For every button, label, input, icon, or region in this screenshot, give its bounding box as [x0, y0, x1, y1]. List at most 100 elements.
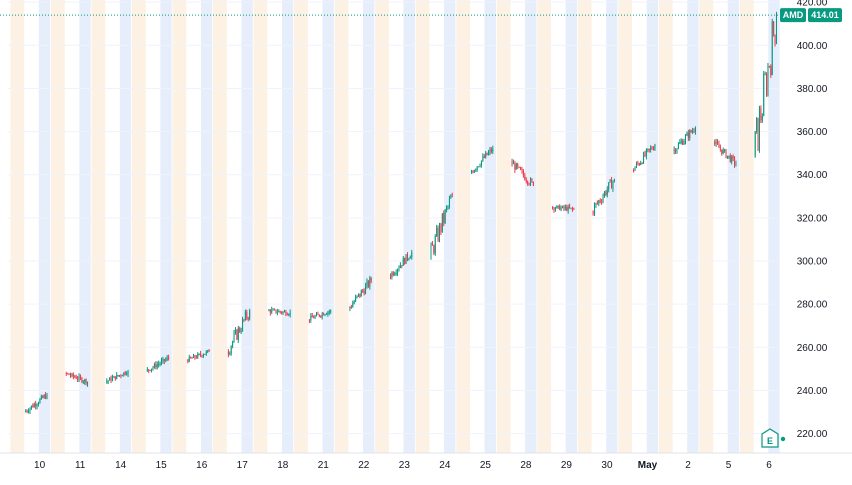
- candle-body: [237, 327, 239, 340]
- candle-body: [311, 316, 313, 318]
- candle-body: [236, 329, 238, 340]
- premarket-band: [50, 0, 65, 453]
- candle-body: [638, 163, 640, 165]
- candle-body: [353, 301, 355, 304]
- candle-body: [370, 278, 372, 281]
- candle-body: [451, 196, 453, 198]
- candle-body: [634, 167, 636, 171]
- candle-body: [732, 156, 734, 159]
- candle-body: [725, 149, 727, 158]
- candle-body: [408, 258, 410, 260]
- candle-body: [602, 196, 604, 202]
- candle-body: [689, 130, 691, 138]
- candle-body: [529, 179, 531, 185]
- candle-body: [269, 310, 271, 313]
- candle-body: [84, 379, 86, 382]
- candle-body: [46, 394, 48, 399]
- candle-body: [190, 357, 192, 359]
- date-tick-label: 15: [156, 460, 168, 471]
- candle-body: [29, 408, 31, 412]
- candle-body: [126, 373, 128, 375]
- postmarket-band: [38, 0, 51, 453]
- candle-body: [440, 223, 442, 232]
- candle-body: [229, 353, 231, 355]
- grid-lines: [8, 1, 778, 435]
- postmarket-band: [160, 0, 172, 453]
- candle-body: [569, 206, 571, 209]
- candle-body: [45, 395, 47, 399]
- candle-body: [562, 206, 564, 208]
- candle-body: [279, 311, 281, 313]
- candle-body: [356, 295, 358, 297]
- date-tick-label: 17: [237, 460, 249, 471]
- candle-body: [398, 267, 400, 270]
- date-tick-label: 16: [196, 460, 208, 471]
- candle-body: [757, 117, 759, 151]
- candle-body: [42, 396, 44, 398]
- premarket-band: [334, 0, 349, 453]
- earnings-flag-icon[interactable]: E: [761, 428, 786, 448]
- candle-body: [479, 165, 481, 167]
- candle-body: [532, 181, 534, 186]
- candle-body: [599, 200, 601, 202]
- date-tick-label: 11: [75, 460, 86, 471]
- postmarket-band: [322, 0, 334, 453]
- price-tick-label: 400.00: [797, 41, 828, 52]
- candle-body: [191, 357, 193, 359]
- candle-body: [567, 206, 569, 211]
- postmarket-band: [444, 0, 456, 453]
- candle-body: [113, 376, 115, 378]
- candle-body: [517, 163, 519, 167]
- candle-body: [637, 163, 639, 165]
- candle-body: [208, 350, 210, 352]
- candle-body: [33, 404, 35, 408]
- candle-body: [355, 296, 357, 302]
- candle-body: [289, 312, 291, 315]
- price-badge-bg: [808, 8, 842, 23]
- candle-body: [72, 373, 74, 377]
- candle-body: [563, 206, 565, 209]
- candle-body: [120, 375, 122, 377]
- candle-body: [679, 142, 681, 144]
- date-tick-label: 5: [726, 460, 732, 471]
- candle-body: [770, 66, 772, 76]
- candle-body: [436, 227, 438, 237]
- candle-body: [640, 162, 642, 165]
- candle-body: [324, 314, 326, 316]
- candle-body: [476, 166, 478, 170]
- candle-body: [25, 410, 27, 413]
- candle-body: [447, 206, 449, 208]
- candle-body: [70, 375, 72, 377]
- candle-body: [330, 310, 332, 312]
- candle-body: [514, 163, 516, 170]
- candle-body: [443, 213, 445, 223]
- candle-body: [482, 156, 484, 161]
- candle-body: [156, 364, 158, 368]
- candle-body: [77, 378, 79, 380]
- candle-body: [127, 371, 129, 374]
- candle-body: [349, 307, 351, 309]
- candle-body: [773, 21, 775, 35]
- candle-body: [531, 179, 533, 182]
- candle-body: [685, 135, 687, 142]
- candle-body: [310, 316, 312, 321]
- postmarket-band: [727, 0, 740, 453]
- candle-body: [197, 354, 199, 358]
- date-tick-label: 10: [34, 460, 46, 471]
- candle-body: [735, 163, 737, 165]
- candle-body: [160, 360, 162, 364]
- candle-body: [275, 309, 277, 313]
- candle-body: [278, 311, 280, 313]
- candle-body: [36, 404, 38, 407]
- price-axis[interactable]: 220.00 240.00 260.00 280.00 300.00 320.00 340.…: [797, 0, 828, 440]
- candle-body: [401, 265, 403, 267]
- candle-body: [242, 319, 244, 331]
- candle-body: [391, 272, 393, 278]
- symbol-badge-bg: [780, 8, 806, 23]
- candle-body: [234, 329, 236, 334]
- price-tick-label: 360.00: [797, 127, 828, 138]
- candle-body: [271, 309, 273, 313]
- time-axis[interactable]: 10 11 14 15 16 17 18 21 22 23 24 25 28 29 30 May 2 5 6: [0, 452, 852, 471]
- candle-body: [409, 257, 411, 259]
